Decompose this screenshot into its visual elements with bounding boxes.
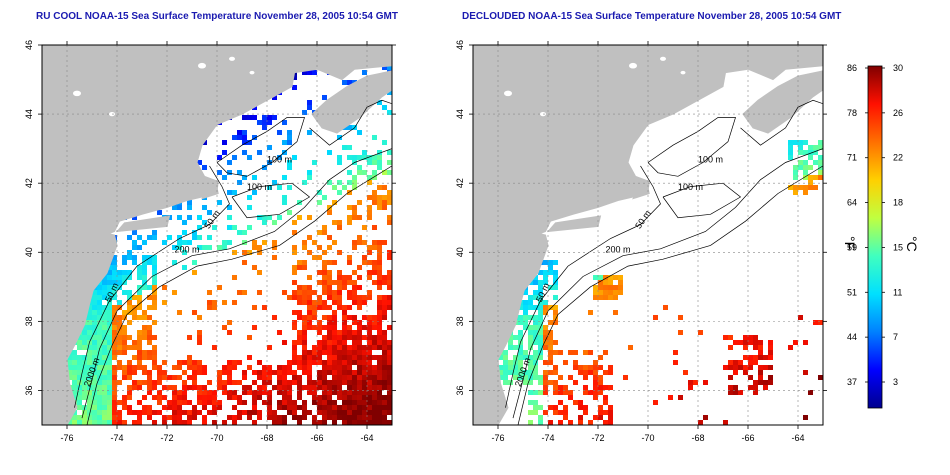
left-map-title: RU COOL NOAA-15 Sea Surface Temperature … (36, 11, 398, 22)
contour-label: 100 m (698, 154, 723, 164)
contour-label: 100 m (678, 182, 703, 192)
y-tick-label: 36 (455, 385, 465, 395)
x-tick-label: -68 (691, 433, 704, 443)
colorbar-f-tick: 78 (847, 108, 857, 118)
y-tick-label: 42 (24, 178, 34, 188)
x-tick-label: -70 (210, 433, 223, 443)
x-tick-label: -64 (360, 433, 373, 443)
x-tick-label: -66 (741, 433, 754, 443)
colorbar-c-tick: 15 (893, 242, 903, 252)
isobath-contours (74, 99, 392, 425)
colorbar-f-tick: 51 (847, 287, 857, 297)
x-tick-label: -76 (60, 433, 73, 443)
colorbar-c-tick: 11 (893, 287, 902, 297)
colorbar-c-tick: 18 (893, 198, 903, 208)
contour-label: 100 m (267, 154, 292, 164)
celsius-label: °C (904, 236, 920, 252)
x-tick-label: -76 (491, 433, 504, 443)
y-tick-label: 40 (24, 247, 34, 257)
land (42, 45, 392, 425)
colorbar-c-tick: 22 (893, 153, 903, 163)
y-tick-label: 46 (455, 40, 465, 50)
x-tick-label: -74 (110, 433, 123, 443)
colorbar-f-tick: 44 (847, 332, 857, 342)
x-tick-label: -64 (791, 433, 804, 443)
x-tick-label: -70 (641, 433, 654, 443)
colorbar-f-tick: 86 (847, 63, 857, 73)
colorbar-c-tick: 7 (893, 332, 898, 342)
x-tick-label: -74 (541, 433, 554, 443)
contour-label: 200 m (605, 244, 630, 254)
y-tick-label: 44 (24, 109, 34, 119)
colorbar-c-tick: 30 (893, 63, 903, 73)
contour-label: 100 m (247, 182, 272, 192)
colorbar-c-tick: 26 (893, 108, 903, 118)
x-tick-label: -68 (260, 433, 273, 443)
land (473, 45, 823, 425)
colorbar-f-tick: 59 (847, 242, 857, 252)
right-map-title: DECLOUDED NOAA-15 Sea Surface Temperatur… (462, 11, 842, 22)
isobath-contours (505, 99, 823, 425)
y-tick-label: 46 (24, 40, 34, 50)
y-tick-label: 38 (455, 316, 465, 326)
colorbar-f-tick: 64 (847, 198, 857, 208)
colorbar-gradient (867, 65, 883, 409)
colorbar-f-tick: 37 (847, 377, 857, 387)
y-tick-label: 38 (24, 316, 34, 326)
y-tick-label: 36 (24, 385, 34, 395)
x-tick-label: -72 (160, 433, 173, 443)
colorbar-f-tick: 71 (847, 153, 857, 163)
x-tick-label: -66 (310, 433, 323, 443)
y-tick-label: 40 (455, 247, 465, 257)
contour-label: 200 m (174, 244, 199, 254)
y-tick-label: 44 (455, 109, 465, 119)
colorbar-c-tick: 3 (893, 377, 898, 387)
x-tick-label: -72 (591, 433, 604, 443)
fahrenheit-label: °F (842, 236, 858, 250)
graticule (473, 45, 823, 425)
y-tick-label: 42 (455, 178, 465, 188)
graticule (42, 45, 392, 425)
